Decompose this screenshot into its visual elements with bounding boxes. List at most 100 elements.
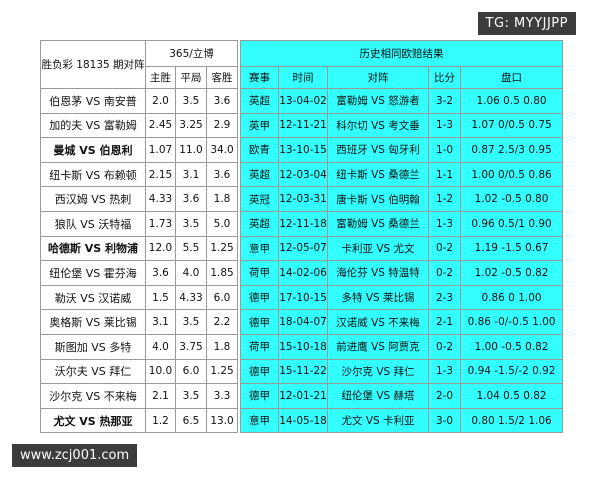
table-cell: 3-0: [428, 407, 462, 434]
table-cell: 汉诺威 VS 不来梅: [327, 309, 430, 335]
table-cell: 1.8: [205, 186, 239, 212]
table-cell: 前进鹰 VS 阿贾克: [327, 333, 430, 360]
table-cell: 3.6: [205, 88, 239, 114]
table-cell: 2.9: [205, 112, 239, 139]
table-cell: 沃尔夫 VS 拜仁: [40, 358, 146, 385]
table-cell: 西汉姆 VS 热刺: [40, 186, 146, 212]
column-header: 客胜: [205, 66, 239, 89]
table-cell: 斯图加 VS 多特: [40, 333, 146, 360]
table-cell: 2-3: [428, 284, 462, 311]
table-cell: 3.6: [205, 161, 239, 188]
table-cell: 12-05-07: [278, 235, 329, 262]
table-cell: 纽伦堡 VS 霍芬海: [40, 260, 146, 286]
table-cell: 0-2: [428, 235, 462, 262]
table-row: 勒沃 VS 汉诺威 1.5 4.33 6.0 德甲 17-10-15 多特 VS 莱比锡 2-…: [40, 284, 564, 311]
table-cell: 富勒姆 VS 怒游者: [327, 88, 430, 114]
table-cell: 3.5: [175, 309, 207, 335]
table-row: 尤文 VS 热那亚 1.2 6.5 13.0 意甲 14-05-18 尤文 VS 卡利亚 3-…: [40, 407, 564, 434]
table-row: 奥格斯 VS 莱比锡 3.1 3.5 2.2 德甲 18-04-07 汉诺威 VS 不来梅 2…: [40, 309, 564, 335]
table-cell: 4.0: [175, 260, 207, 286]
table-cell: 14-05-18: [278, 407, 329, 434]
table-row: 加的夫 VS 富勒姆 2.45 3.25 2.9 英甲 12-11-21 科尔切 VS 考文…: [40, 112, 564, 139]
table-cell: 尤文 VS 卡利亚: [327, 407, 430, 434]
table-cell: 荷甲: [240, 260, 280, 286]
table-cell: 德甲: [240, 284, 280, 311]
table-cell: 哈德斯 VS 利物浦: [40, 235, 146, 262]
table-cell: 3.1: [175, 161, 207, 188]
table-cell: 6.5: [175, 407, 207, 434]
table-cell: 2-0: [428, 383, 462, 409]
table-cell: 欧青: [240, 137, 280, 163]
table-row: 狼队 VS 沃特福 1.73 3.5 5.0 英超 12-11-18 富勒姆 VS 桑德兰 1…: [40, 210, 564, 237]
table-cell: 加的夫 VS 富勒姆: [40, 112, 146, 139]
table-row: 纽卡斯 VS 布赖顿 2.15 3.1 3.6 英超 12-03-04 纽卡斯 VS 桑德兰…: [40, 161, 564, 188]
table-cell: 6.0: [205, 284, 239, 311]
table-cell: 英超: [240, 88, 280, 114]
column-header: 盘口: [460, 66, 564, 89]
table-cell: 1.00 -0.5 0.82: [460, 333, 564, 360]
table-cell: 英冠: [240, 186, 280, 212]
table-cell: 6.0: [175, 358, 207, 385]
table-cell: 17-10-15: [278, 284, 329, 311]
table-cell: 德甲: [240, 309, 280, 335]
table-cell: 西班牙 VS 匈牙利: [327, 137, 430, 163]
table-cell: 0-2: [428, 260, 462, 286]
history-header: 历史相同欧赔结果: [240, 40, 564, 67]
table-cell: 1.02 -0.5 0.82: [460, 260, 564, 286]
table-cell: 纽伦堡 VS 赫塔: [327, 383, 430, 409]
table-cell: 3.1: [145, 309, 176, 335]
table-cell: 3.5: [175, 88, 207, 114]
column-header: 平局: [175, 66, 207, 89]
table-cell: 0.80 1.5/2 1.06: [460, 407, 564, 434]
table-cell: 1-1: [428, 161, 462, 188]
table-cell: 1.07: [145, 137, 176, 163]
table-cell: 2.45: [145, 112, 176, 139]
table-cell: 3-2: [428, 88, 462, 114]
table-cell: 10.0: [145, 358, 176, 385]
table-cell: 13-04-02: [278, 88, 329, 114]
table-cell: 5.0: [205, 210, 239, 237]
table-cell: 18-04-07: [278, 309, 329, 335]
table-cell: 12-11-18: [278, 210, 329, 237]
table-row: 西汉姆 VS 热刺 4.33 3.6 1.8 英冠 12-03-31 唐卡斯 VS 伯明翰 1…: [40, 186, 564, 212]
table-cell: 狼队 VS 沃特福: [40, 210, 146, 237]
table-cell: 奥格斯 VS 莱比锡: [40, 309, 146, 335]
table-cell: 1.73: [145, 210, 176, 237]
table-cell: 12-01-21: [278, 383, 329, 409]
table-cell: 4.33: [175, 284, 207, 311]
table-cell: 3.5: [175, 383, 207, 409]
table-cell: 纽卡斯 VS 布赖顿: [40, 161, 146, 188]
column-header: 时间: [278, 66, 329, 89]
table-cell: 1-0: [428, 137, 462, 163]
table-cell: 0.96 0.5/1 0.90: [460, 210, 564, 237]
table-cell: 0.87 2.5/3 0.95: [460, 137, 564, 163]
table-cell: 12-03-31: [278, 186, 329, 212]
table-cell: 11.0: [175, 137, 207, 163]
table-cell: 3.6: [145, 260, 176, 286]
table-cell: 意甲: [240, 235, 280, 262]
column-header: 比分: [428, 66, 462, 89]
table-cell: 1-3: [428, 358, 462, 385]
table-row: 伯恩茅 VS 南安普 2.0 3.5 3.6 英超 13-04-02 富勒姆 VS 怒游者 3…: [40, 88, 564, 114]
table-cell: 2.2: [205, 309, 239, 335]
watermark: TG: MYYJJPP: [477, 12, 576, 35]
table-cell: 勒沃 VS 汉诺威: [40, 284, 146, 311]
table-cell: 13-10-15: [278, 137, 329, 163]
table-cell: 14-02-06: [278, 260, 329, 286]
table-cell: 3.75: [175, 333, 207, 360]
table-cell: 1.2: [145, 407, 176, 434]
table-cell: 荷甲: [240, 333, 280, 360]
table-cell: 1.8: [205, 333, 239, 360]
table-cell: 科尔切 VS 考文垂: [327, 112, 430, 139]
table-row: 曼城 VS 伯恩利 1.07 11.0 34.0 欧青 13-10-15 西班牙 VS 匈牙…: [40, 137, 564, 163]
table-cell: 1.19 -1.5 0.67: [460, 235, 564, 262]
table-cell: 英超: [240, 161, 280, 188]
table-cell: 5.5: [175, 235, 207, 262]
column-header: 对阵: [327, 66, 430, 89]
table-cell: 富勒姆 VS 桑德兰: [327, 210, 430, 237]
table-cell: 2.15: [145, 161, 176, 188]
table-cell: 德甲: [240, 358, 280, 385]
table-cell: 1.04 0.5 0.82: [460, 383, 564, 409]
table-cell: 纽卡斯 VS 桑德兰: [327, 161, 430, 188]
